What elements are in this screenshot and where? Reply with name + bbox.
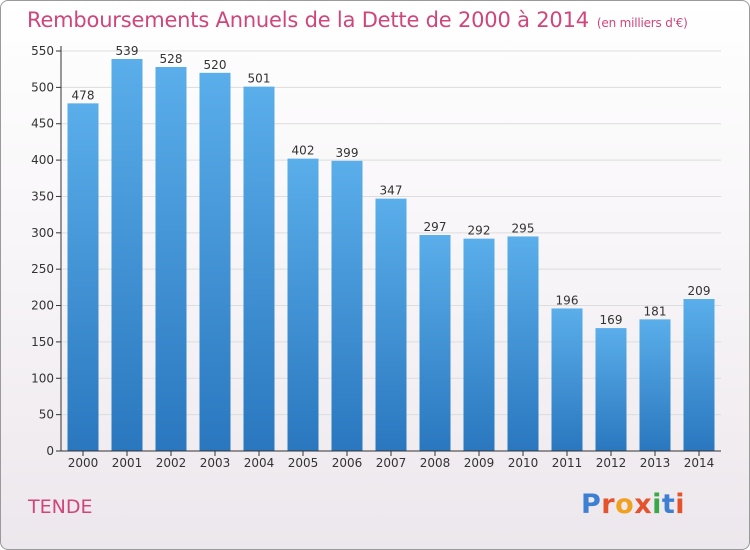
bar-2005: [287, 158, 319, 452]
x-tick-label: 2004: [244, 456, 275, 470]
chart-title: Remboursements Annuels de la Dette de 20…: [27, 8, 688, 32]
y-tick-label: 500: [31, 80, 54, 94]
y-tick-label: 200: [31, 299, 54, 313]
bar-value-label: 399: [336, 146, 359, 160]
logo-letter: t: [661, 489, 676, 520]
x-tick-label: 2000: [68, 456, 99, 470]
logo-letter: o: [615, 489, 635, 520]
bar-2013: [639, 319, 671, 451]
x-tick-label: 2002: [156, 456, 187, 470]
proxiti-logo[interactable]: Proxiti: [581, 489, 685, 520]
y-tick-label: 50: [39, 408, 54, 422]
bar-2012: [595, 328, 627, 451]
logo-letter: i: [675, 489, 686, 520]
bar-2003: [199, 72, 231, 452]
bar-value-label: 297: [424, 220, 447, 234]
y-tick-label: 550: [31, 44, 54, 58]
bar-value-label: 295: [512, 221, 535, 235]
bar-value-label: 478: [72, 88, 95, 102]
logo-letter: x: [634, 489, 653, 520]
bar-value-label: 528: [160, 52, 183, 66]
bar-value-label: 169: [600, 313, 623, 327]
bar-2014: [683, 299, 715, 451]
chart-subtitle: (en milliers d'€): [596, 16, 688, 30]
y-tick-label: 300: [31, 226, 54, 240]
x-tick-label: 2009: [464, 456, 495, 470]
bar-value-label: 347: [380, 184, 403, 198]
y-tick-label: 0: [46, 444, 54, 458]
x-tick-label: 2012: [596, 456, 627, 470]
bar-value-label: 402: [292, 144, 315, 158]
bar-value-label: 539: [116, 44, 139, 58]
x-tick-label: 2008: [420, 456, 451, 470]
bar-value-label: 209: [688, 284, 711, 298]
x-tick-label: 2014: [684, 456, 715, 470]
x-tick-label: 2007: [376, 456, 407, 470]
y-tick-label: 450: [31, 117, 54, 131]
bar-2007: [375, 198, 407, 451]
bar-2011: [551, 308, 583, 451]
bar-2006: [331, 160, 363, 451]
x-tick-label: 2011: [552, 456, 583, 470]
x-tick-label: 2003: [200, 456, 231, 470]
bar-2000: [67, 103, 99, 451]
y-tick-label: 250: [31, 262, 54, 276]
city-name: TENDE: [28, 496, 93, 518]
bar-value-label: 196: [556, 293, 579, 307]
bar-2010: [507, 236, 539, 451]
bar-value-label: 292: [468, 224, 491, 238]
y-tick-label: 400: [31, 153, 54, 167]
logo-letter: i: [652, 489, 662, 520]
bars: [67, 59, 715, 452]
bar-value-label: 520: [204, 58, 227, 72]
y-tick-label: 150: [31, 335, 54, 349]
logo-letter: r: [601, 489, 616, 520]
x-tick-label: 2005: [288, 456, 319, 470]
logo-letter: P: [581, 489, 602, 520]
chart-title-text: Remboursements Annuels de la Dette de 20…: [27, 8, 589, 32]
bar-2004: [243, 86, 275, 452]
x-tick-label: 2006: [332, 456, 363, 470]
y-tick-label: 350: [31, 189, 54, 203]
x-tick-label: 2001: [112, 456, 143, 470]
x-tick-label: 2013: [640, 456, 671, 470]
axes: 0 50 100 150 200 250 300 350 400 450 500 550 2000 200…: [31, 44, 721, 470]
bar-value-label: 501: [248, 72, 271, 86]
data-labels: 478 539 528 520 501 402 399 347 297 292 295 196 169 1…: [72, 44, 711, 327]
y-tick-label: 100: [31, 371, 54, 385]
bar-2002: [155, 67, 187, 451]
bar-2009: [463, 238, 495, 451]
bar-2008: [419, 235, 451, 451]
bar-value-label: 181: [644, 304, 667, 318]
bar-2001: [111, 59, 143, 451]
x-tick-label: 2010: [508, 456, 539, 470]
